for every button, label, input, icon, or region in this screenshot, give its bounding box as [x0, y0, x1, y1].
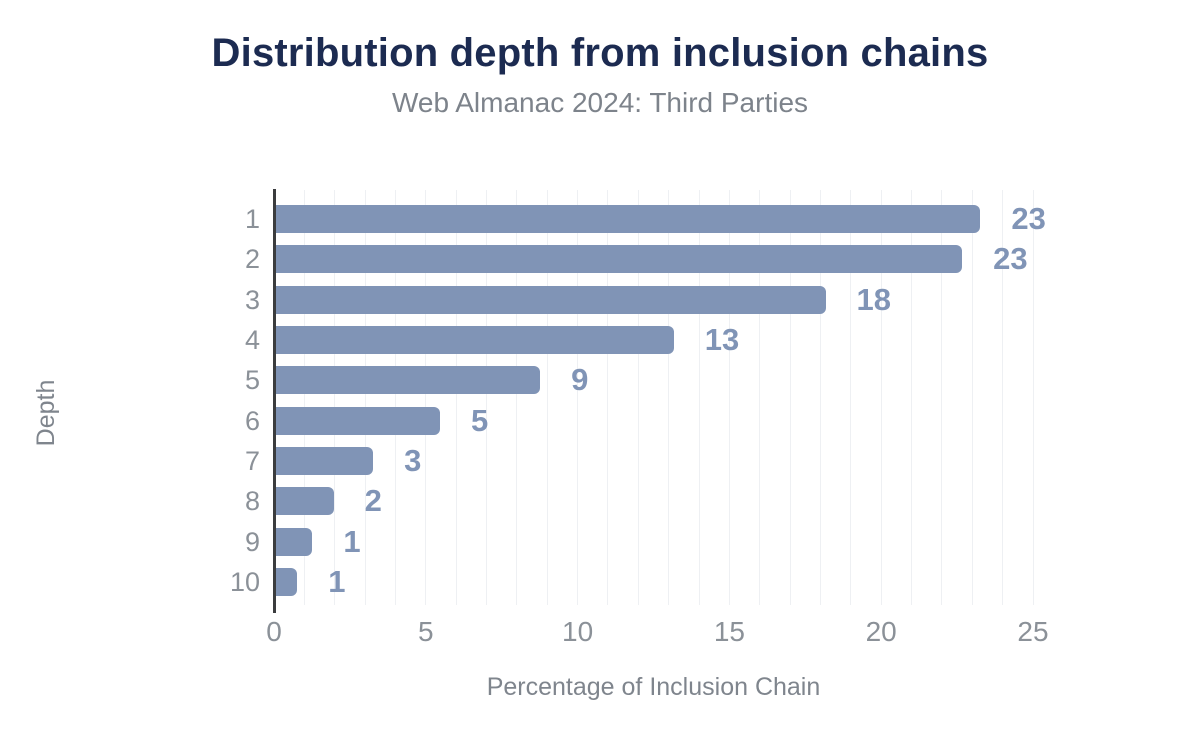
gridline — [303, 190, 305, 605]
y-tick-label: 6 — [244, 405, 260, 436]
bar-value-label: 18 — [856, 281, 891, 317]
bar-depth-3[interactable] — [276, 285, 826, 314]
bar-depth-8[interactable] — [276, 487, 334, 516]
y-axis-title: Depth — [32, 379, 60, 447]
x-axis-title: Percentage of Inclusion Chain — [486, 673, 821, 701]
y-tick-label: 3 — [244, 284, 260, 315]
gridline — [607, 190, 609, 605]
chart-title: Distribution depth from inclusion chains — [211, 31, 989, 75]
gridline — [364, 190, 366, 605]
gridline — [971, 190, 973, 605]
y-tick-label: 2 — [244, 244, 260, 275]
bar-value-label: 1 — [328, 563, 346, 599]
bar-row: 10 1 — [230, 563, 1033, 599]
x-tick-label: 25 — [1017, 616, 1049, 647]
gridline — [819, 190, 821, 605]
gridline — [728, 190, 730, 605]
y-tick-label: 7 — [244, 445, 260, 476]
gridline — [789, 190, 791, 605]
y-tick-label: 8 — [244, 486, 260, 517]
x-tick-label: 10 — [562, 616, 594, 647]
gridline — [394, 190, 396, 605]
gridline — [455, 190, 457, 605]
y-tick-label: 5 — [244, 365, 260, 396]
bar-row: 2 23 — [245, 241, 1033, 277]
bar-value-label: 23 — [1011, 201, 1046, 236]
bar-value-label: 1 — [343, 523, 361, 559]
bar-value-label: 9 — [571, 362, 589, 398]
bar-depth-7[interactable] — [276, 446, 374, 475]
x-tick-label: 5 — [418, 616, 434, 647]
chart-subtitle: Web Almanac 2024: Third Parties — [391, 87, 809, 118]
x-tick-label: 0 — [266, 616, 282, 647]
plot-area: 1 23 2 23 3 18 4 13 5 9 6 5 7 3 8 2 9 1 10 1 0 5 10 15 20 25 — [230, 189, 1049, 647]
bar-depth-4[interactable] — [276, 325, 674, 354]
gridline — [759, 190, 761, 605]
gridline — [577, 190, 579, 605]
gridline — [637, 190, 639, 605]
bar-row: 4 13 — [245, 321, 1033, 357]
gridline — [850, 190, 852, 605]
bar-depth-9[interactable] — [276, 527, 313, 556]
gridline — [425, 190, 427, 605]
y-tick-label: 4 — [244, 324, 260, 355]
gridline — [941, 190, 943, 605]
gridline — [334, 190, 336, 605]
bar-value-label: 3 — [404, 442, 422, 478]
gridline — [516, 190, 518, 605]
bar-row: 1 23 — [245, 203, 1046, 234]
gridline — [486, 190, 488, 605]
x-tick-label: 15 — [713, 616, 745, 647]
gridline — [546, 190, 548, 605]
bar-depth-6[interactable] — [276, 406, 440, 435]
y-tick-label: 10 — [229, 566, 260, 597]
bar-value-label: 13 — [704, 321, 740, 357]
gridline — [668, 190, 670, 605]
x-tick-label: 20 — [865, 616, 897, 647]
bar-depth-5[interactable] — [276, 366, 541, 395]
bar-value-label: 23 — [993, 241, 1028, 277]
gridline — [911, 190, 913, 605]
bar-depth-2[interactable] — [276, 245, 963, 274]
bar-row: 3 18 — [245, 281, 1033, 317]
gridline — [698, 190, 700, 605]
bar-value-label: 5 — [470, 402, 489, 438]
gridline — [880, 190, 882, 605]
y-tick-label: 1 — [244, 204, 260, 234]
y-tick-label: 9 — [244, 526, 260, 557]
gridline — [1002, 190, 1004, 605]
gridline — [1032, 190, 1034, 605]
y-axis-line — [273, 189, 276, 613]
bar-depth-10[interactable] — [276, 567, 298, 596]
bar-depth-1[interactable] — [276, 205, 981, 233]
bar-value-label: 2 — [364, 483, 382, 519]
